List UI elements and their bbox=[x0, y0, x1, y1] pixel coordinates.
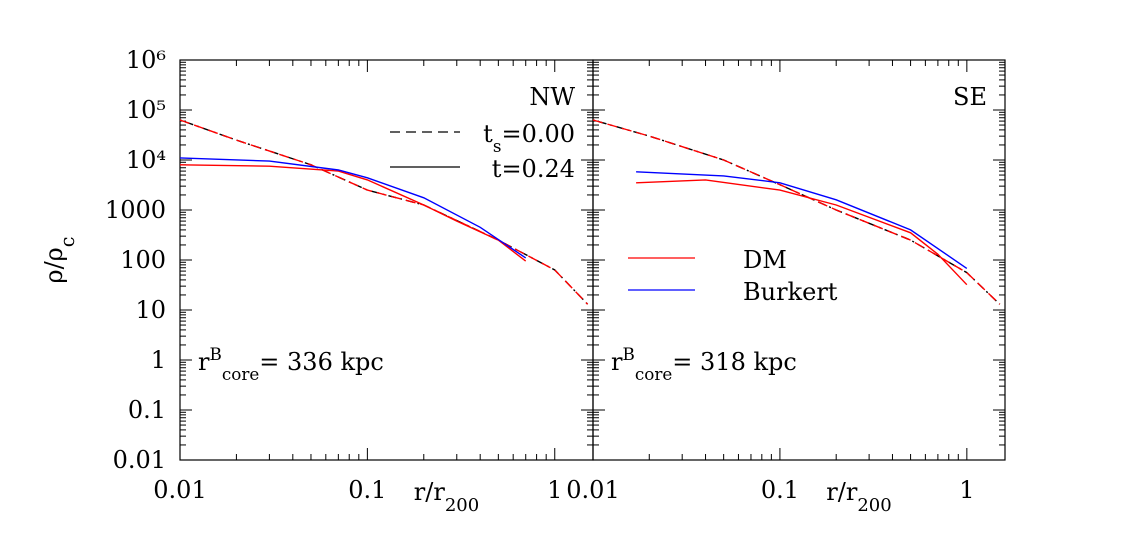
core-radius-part: r bbox=[611, 348, 623, 376]
core-radius-part: = 318 kpc bbox=[672, 348, 797, 376]
y-tick-label: 1000 bbox=[105, 196, 166, 224]
x-tick-label: 1 bbox=[547, 476, 562, 504]
core-radius-part: B bbox=[622, 344, 634, 364]
series-line bbox=[592, 119, 1001, 305]
core-radius-part: B bbox=[209, 344, 221, 364]
x-tick-label: 0.1 bbox=[761, 476, 799, 504]
legend-label-part: s bbox=[493, 136, 502, 156]
y-axis-title: ρ/ρc bbox=[40, 236, 79, 283]
x-tick-label: 0.1 bbox=[348, 476, 386, 504]
core-radius-part: core bbox=[635, 364, 673, 384]
series-line bbox=[179, 157, 527, 259]
panel-label-part: NW bbox=[529, 83, 575, 111]
x-tick-label: 0.01 bbox=[153, 476, 206, 504]
y-tick-label: 1 bbox=[151, 346, 166, 374]
legend-label: Burkert bbox=[743, 278, 838, 306]
series-line bbox=[636, 179, 968, 286]
x-tick-label: 0.01 bbox=[566, 476, 619, 504]
legend-label: t=0.24 bbox=[492, 155, 575, 183]
legend-label-part: t bbox=[483, 120, 493, 148]
y-tick-label: 0.1 bbox=[128, 396, 166, 424]
x-axis-title-part: 200 bbox=[445, 495, 479, 516]
core-radius-part: core bbox=[222, 364, 260, 384]
y-axis-title-part: ρ/ρ bbox=[40, 247, 68, 283]
legend-label: ts=0.00 bbox=[483, 120, 575, 156]
x-axis-title: r/r200 bbox=[414, 478, 479, 516]
panel-label-part: SE bbox=[953, 83, 987, 111]
y-axis-title-part: c bbox=[56, 236, 79, 247]
core-radius-part: r bbox=[198, 348, 210, 376]
series-line bbox=[179, 164, 527, 262]
y-tick-label: 10⁵ bbox=[126, 96, 166, 124]
x-axis-title-part: 200 bbox=[857, 495, 891, 516]
series-line bbox=[592, 119, 1001, 305]
x-axis-title-part: r/r bbox=[826, 478, 858, 506]
legend-label-part: =0.00 bbox=[501, 120, 575, 148]
core-radius-part: = 336 kpc bbox=[259, 348, 384, 376]
core-radius: rBcore= 336 kpc bbox=[198, 344, 384, 384]
series-line bbox=[179, 119, 589, 305]
panel-label: NW bbox=[529, 83, 575, 111]
core-radius: rBcore= 318 kpc bbox=[611, 344, 797, 384]
x-axis-title: r/r200 bbox=[826, 478, 891, 516]
y-tick-label: 0.01 bbox=[113, 446, 166, 474]
y-tick-label: 10 bbox=[135, 296, 166, 324]
y-tick-label: 10⁶ bbox=[126, 46, 166, 74]
x-axis-title-part: r/r bbox=[414, 478, 446, 506]
series-line bbox=[636, 171, 968, 269]
y-tick-label: 10⁴ bbox=[126, 146, 166, 174]
legend-label-part: t=0.24 bbox=[492, 155, 575, 183]
y-tick-label: 100 bbox=[120, 246, 166, 274]
panel-label: SE bbox=[953, 83, 987, 111]
x-tick-label: 1 bbox=[959, 476, 974, 504]
legend-label: DM bbox=[743, 246, 787, 274]
